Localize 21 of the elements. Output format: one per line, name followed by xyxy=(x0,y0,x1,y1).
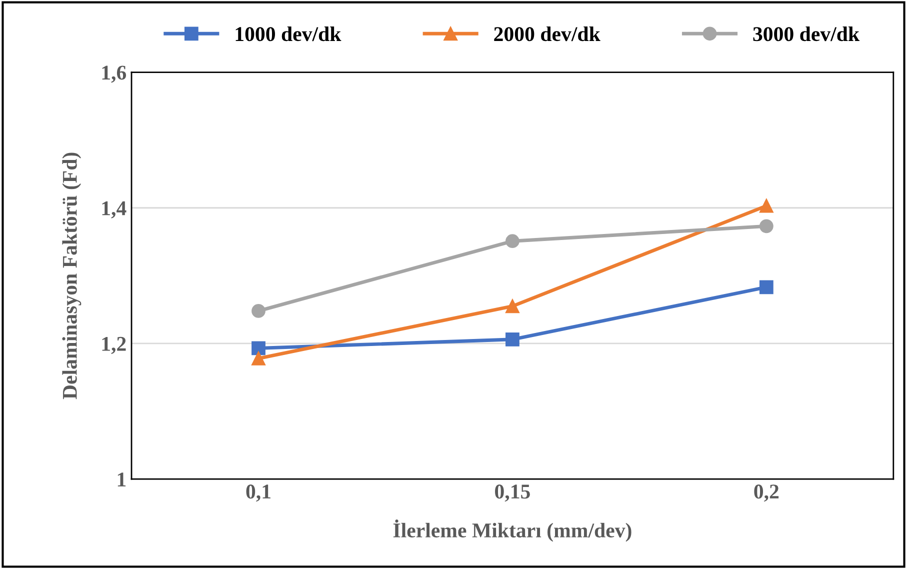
y-tick-label: 1,4 xyxy=(102,201,126,218)
legend-label: 2000 dev/dk xyxy=(494,26,600,42)
x-axis-title: İlerleme Miktarı (mm/dev) xyxy=(393,520,632,542)
point xyxy=(252,304,266,318)
point xyxy=(759,219,774,234)
x-tick-label: 0,15 xyxy=(495,484,530,502)
legend-label: 3000 dev/dk xyxy=(753,26,860,42)
y-tick-label: 1,6 xyxy=(102,66,126,83)
point xyxy=(506,234,520,248)
legend-label: 1000 dev/dk xyxy=(236,26,342,42)
point xyxy=(506,299,520,314)
point xyxy=(252,341,266,356)
x-tick-label: 0,2 xyxy=(754,484,779,502)
point xyxy=(252,351,266,366)
y-tick-label: 1 xyxy=(118,472,126,486)
y-tick-label: 1,2 xyxy=(102,336,126,354)
point xyxy=(506,332,520,346)
point xyxy=(759,198,774,213)
y-axis-title: Delaminasyon Faktörü (Fd) xyxy=(62,152,82,400)
point xyxy=(759,280,774,294)
x-tick-label: 0,1 xyxy=(246,484,270,502)
